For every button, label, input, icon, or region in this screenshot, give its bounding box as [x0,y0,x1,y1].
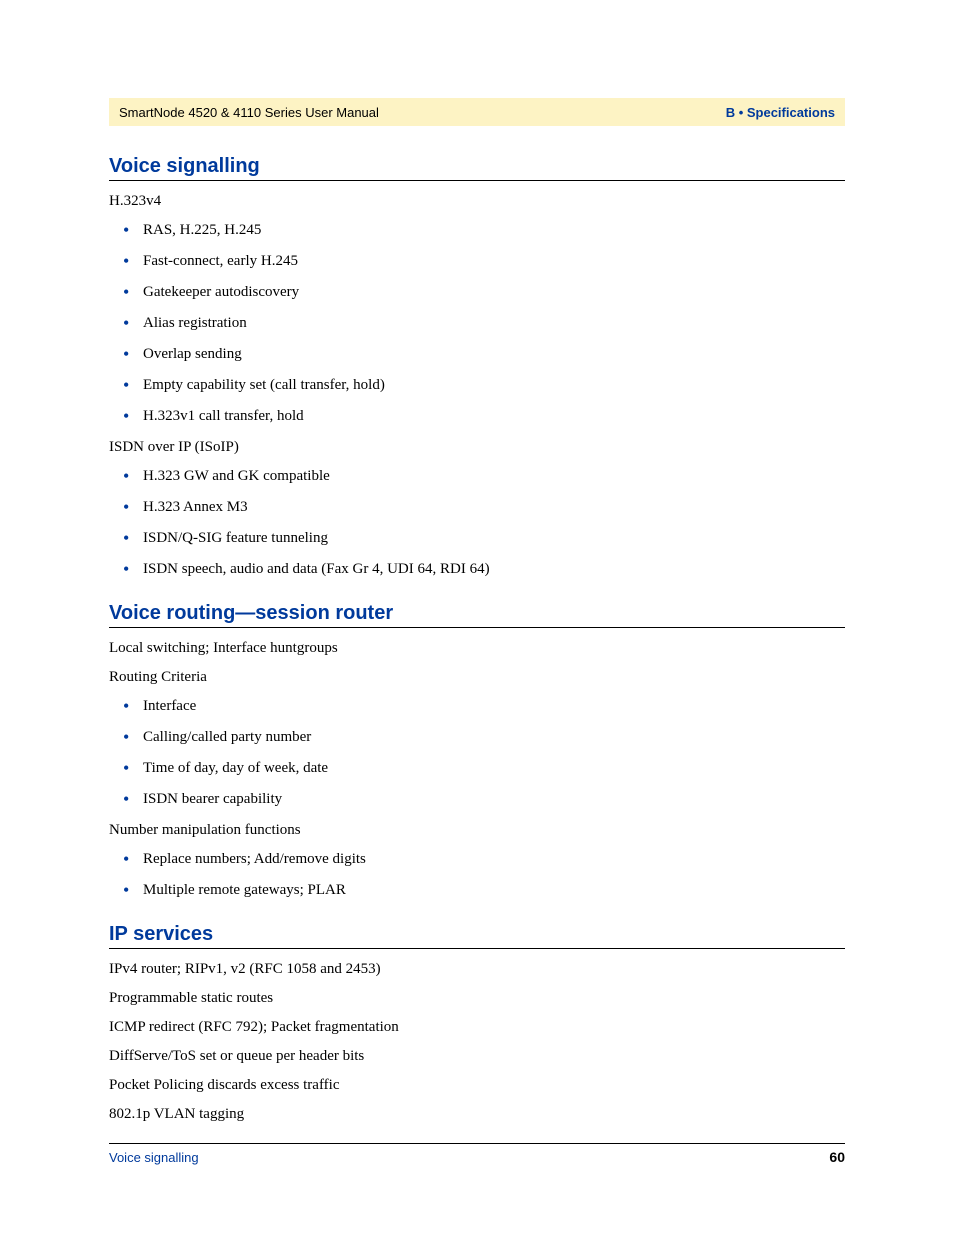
bullet-list: Interface Calling/called party number Ti… [109,696,845,810]
header-right-text: B • Specifications [726,105,835,120]
section-heading-voice-routing: Voice routing—session router [109,602,845,628]
list-item: Replace numbers; Add/remove digits [127,849,845,870]
body-text: Local switching; Interface huntgroups [109,638,845,659]
header-left-text: SmartNode 4520 & 4110 Series User Manual [119,105,379,120]
body-text: Programmable static routes [109,988,845,1009]
bullet-list: RAS, H.225, H.245 Fast-connect, early H.… [109,220,845,427]
bullet-list: Replace numbers; Add/remove digits Multi… [109,849,845,901]
list-item: Gatekeeper autodiscovery [127,282,845,303]
footer-left-text: Voice signalling [109,1150,199,1165]
list-item: ISDN speech, audio and data (Fax Gr 4, U… [127,559,845,580]
body-text: DiffServe/ToS set or queue per header bi… [109,1046,845,1067]
body-text: Routing Criteria [109,667,845,688]
list-item: Interface [127,696,845,717]
section-heading-voice-signalling: Voice signalling [109,155,845,181]
list-item: ISDN/Q-SIG feature tunneling [127,528,845,549]
footer-page-number: 60 [829,1149,845,1165]
body-text: H.323v4 [109,191,845,212]
list-item: H.323v1 call transfer, hold [127,406,845,427]
list-item: Overlap sending [127,344,845,365]
content-area: Voice signalling H.323v4 RAS, H.225, H.2… [109,155,845,1133]
body-text: ISDN over IP (ISoIP) [109,437,845,458]
list-item: Calling/called party number [127,727,845,748]
list-item: Fast-connect, early H.245 [127,251,845,272]
body-text: 802.1p VLAN tagging [109,1104,845,1125]
body-text: Number manipulation functions [109,820,845,841]
body-text: ICMP redirect (RFC 792); Packet fragment… [109,1017,845,1038]
list-item: H.323 GW and GK compatible [127,466,845,487]
list-item: Multiple remote gateways; PLAR [127,880,845,901]
bullet-list: H.323 GW and GK compatible H.323 Annex M… [109,466,845,580]
section-heading-ip-services: IP services [109,923,845,949]
list-item: ISDN bearer capability [127,789,845,810]
list-item: Alias registration [127,313,845,334]
list-item: Empty capability set (call transfer, hol… [127,375,845,396]
page-footer: Voice signalling 60 [109,1143,845,1165]
list-item: Time of day, day of week, date [127,758,845,779]
body-text: Pocket Policing discards excess traffic [109,1075,845,1096]
list-item: H.323 Annex M3 [127,497,845,518]
list-item: RAS, H.225, H.245 [127,220,845,241]
body-text: IPv4 router; RIPv1, v2 (RFC 1058 and 245… [109,959,845,980]
page-header: SmartNode 4520 & 4110 Series User Manual… [109,98,845,126]
